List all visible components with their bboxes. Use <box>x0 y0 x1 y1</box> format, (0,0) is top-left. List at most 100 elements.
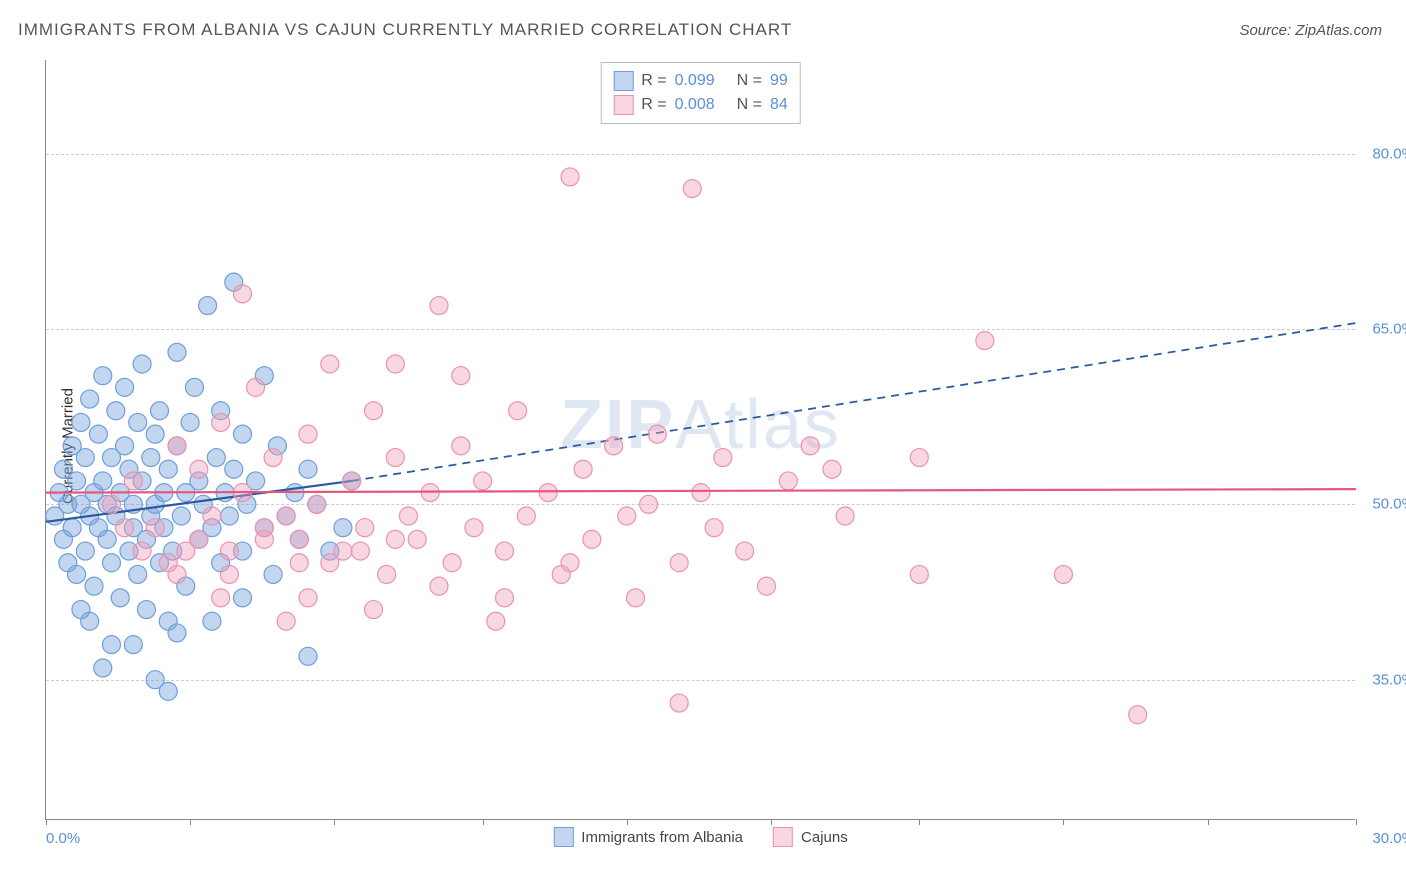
data-point <box>159 554 177 572</box>
data-point <box>159 460 177 478</box>
data-point <box>203 612 221 630</box>
data-point <box>76 449 94 467</box>
data-point <box>255 519 273 537</box>
legend-n-value: 99 <box>770 69 788 93</box>
data-point <box>779 472 797 490</box>
legend-n-label: N = <box>737 93 762 117</box>
y-tick-label: 65.0% <box>1360 320 1406 337</box>
data-point <box>116 378 134 396</box>
data-point <box>487 612 505 630</box>
data-point <box>89 425 107 443</box>
x-axis-max-label: 30.0% <box>1372 830 1406 847</box>
data-point <box>758 577 776 595</box>
data-point <box>976 332 994 350</box>
y-tick-label: 50.0% <box>1360 496 1406 513</box>
data-point <box>308 495 326 513</box>
series-legend-item: Cajuns <box>773 827 848 847</box>
data-point <box>399 507 417 525</box>
x-tick <box>190 819 191 825</box>
data-point <box>116 519 134 537</box>
data-point <box>1129 706 1147 724</box>
data-point <box>583 530 601 548</box>
series-legend-item: Immigrants from Albania <box>553 827 743 847</box>
data-point <box>264 449 282 467</box>
regression-line-dash <box>352 323 1356 481</box>
data-point <box>351 542 369 560</box>
data-point <box>72 413 90 431</box>
data-point <box>605 437 623 455</box>
x-tick <box>1208 819 1209 825</box>
data-point <box>225 460 243 478</box>
data-point <box>618 507 636 525</box>
legend-swatch <box>613 95 633 115</box>
x-tick <box>627 819 628 825</box>
data-point <box>648 425 666 443</box>
data-point <box>321 355 339 373</box>
data-point <box>168 437 186 455</box>
data-point <box>133 355 151 373</box>
data-point <box>212 589 230 607</box>
correlation-legend-row: R = 0.008N = 84 <box>613 93 788 117</box>
data-point <box>63 519 81 537</box>
data-point <box>181 413 199 431</box>
data-point <box>264 565 282 583</box>
legend-swatch <box>613 71 633 91</box>
data-point <box>378 565 396 583</box>
data-point <box>81 390 99 408</box>
chart-title: IMMIGRANTS FROM ALBANIA VS CAJUN CURRENT… <box>18 20 792 40</box>
data-point <box>133 542 151 560</box>
scatter-svg <box>46 60 1355 819</box>
data-point <box>334 519 352 537</box>
data-point <box>910 449 928 467</box>
data-point <box>386 449 404 467</box>
data-point <box>103 554 121 572</box>
data-point <box>1054 565 1072 583</box>
data-point <box>129 565 147 583</box>
data-point <box>185 378 203 396</box>
data-point <box>277 612 295 630</box>
data-point <box>670 694 688 712</box>
data-point <box>452 437 470 455</box>
data-point <box>561 554 579 572</box>
data-point <box>203 507 221 525</box>
data-point <box>116 437 134 455</box>
data-point <box>168 343 186 361</box>
x-axis-min-label: 0.0% <box>46 830 80 847</box>
data-point <box>234 425 252 443</box>
data-point <box>343 472 361 490</box>
data-point <box>220 507 238 525</box>
data-point <box>190 460 208 478</box>
data-point <box>85 577 103 595</box>
data-point <box>356 519 374 537</box>
data-point <box>430 297 448 315</box>
data-point <box>234 589 252 607</box>
data-point <box>111 589 129 607</box>
data-point <box>290 530 308 548</box>
data-point <box>910 565 928 583</box>
x-tick <box>919 819 920 825</box>
data-point <box>234 285 252 303</box>
data-point <box>199 297 217 315</box>
data-point <box>365 402 383 420</box>
data-point <box>299 460 317 478</box>
data-point <box>299 425 317 443</box>
data-point <box>190 530 208 548</box>
data-point <box>290 554 308 572</box>
data-point <box>107 402 125 420</box>
x-tick <box>771 819 772 825</box>
correlation-legend-row: R = 0.099N = 99 <box>613 69 788 93</box>
data-point <box>836 507 854 525</box>
data-point <box>207 449 225 467</box>
data-point <box>496 589 514 607</box>
data-point <box>94 472 112 490</box>
data-point <box>94 659 112 677</box>
legend-n-value: 84 <box>770 93 788 117</box>
data-point <box>452 367 470 385</box>
y-tick-label: 35.0% <box>1360 671 1406 688</box>
data-point <box>277 507 295 525</box>
data-point <box>76 542 94 560</box>
data-point <box>124 472 142 490</box>
data-point <box>443 554 461 572</box>
data-point <box>517 507 535 525</box>
data-point <box>640 495 658 513</box>
